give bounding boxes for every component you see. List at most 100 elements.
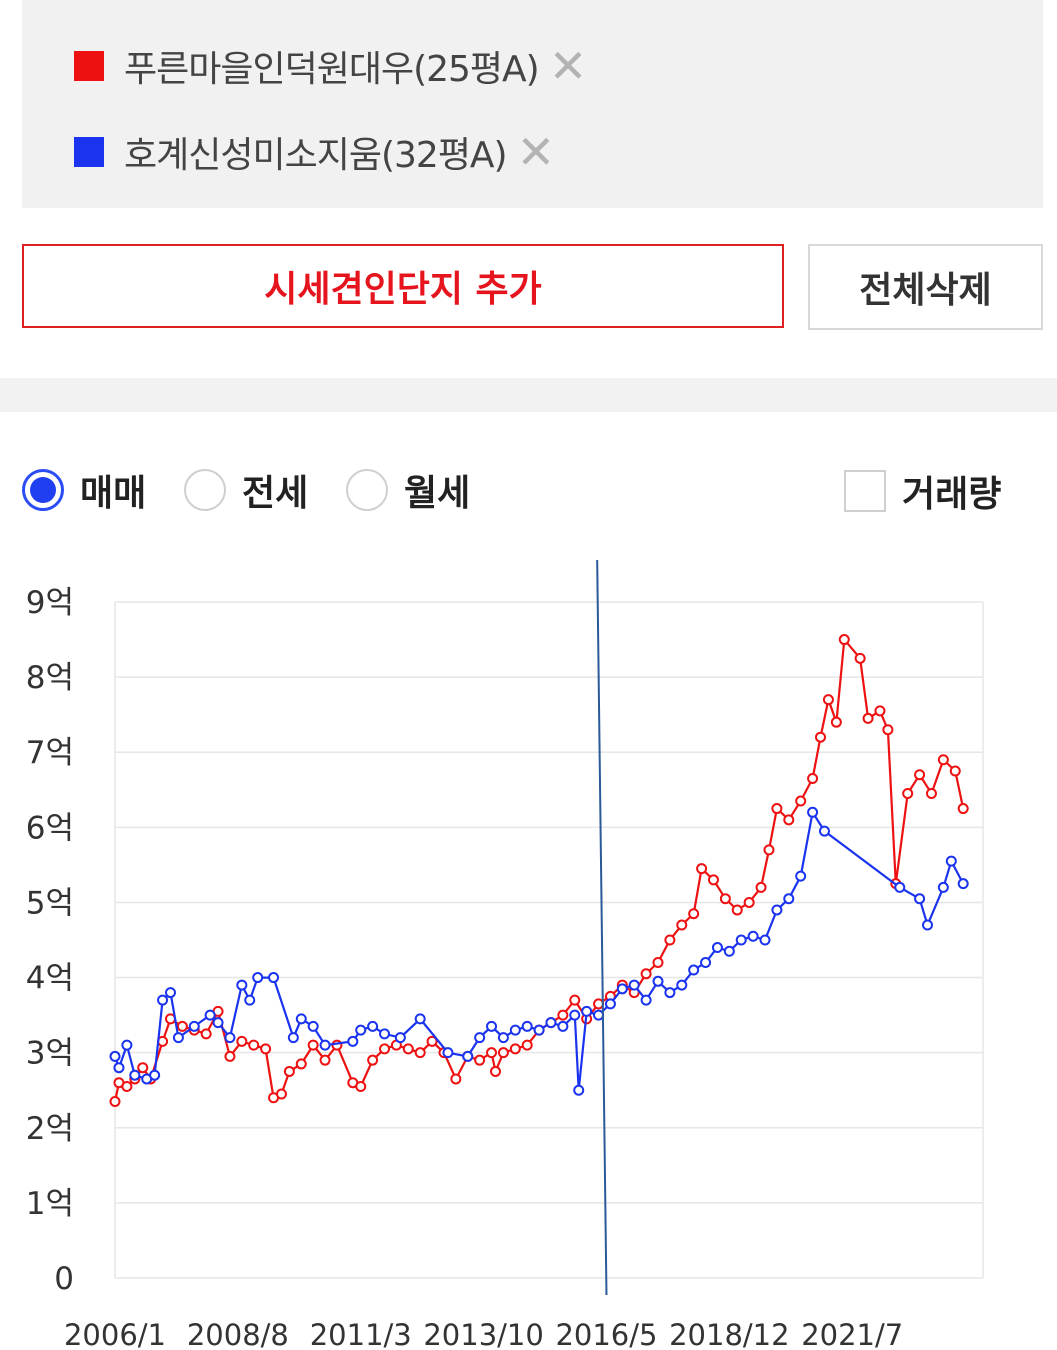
series-line [113, 809, 965, 1091]
y-tick-label: 0 [54, 1261, 74, 1297]
data-point [109, 1050, 121, 1062]
data-point [367, 1020, 379, 1032]
data-point [771, 803, 783, 815]
data-point [450, 1073, 462, 1085]
data-point [862, 712, 874, 724]
data-point [113, 1062, 125, 1074]
data-point [307, 1039, 319, 1051]
data-point [894, 881, 906, 893]
y-tick-label: 2억 [26, 1111, 74, 1147]
data-point [731, 904, 743, 916]
data-point [676, 979, 688, 991]
chart-grid [114, 601, 984, 1279]
data-point [664, 987, 676, 999]
close-icon[interactable]: ✕ [548, 39, 588, 93]
data-point [874, 705, 886, 717]
y-tick-label: 6억 [26, 810, 74, 846]
data-point [414, 1047, 426, 1059]
radio-icon[interactable] [346, 469, 388, 511]
legend-item-series-1: 푸른마을인덕원대우(25평A) ✕ [74, 39, 588, 93]
data-point [795, 870, 807, 882]
close-icon[interactable]: ✕ [516, 125, 556, 179]
data-point [394, 1032, 406, 1044]
section-divider [0, 378, 1057, 412]
y-axis-ticks: 0 1억 2억 3억 4억 5억 6억 7억 8억 9억 [26, 585, 74, 1297]
data-point [442, 1047, 454, 1059]
data-point [137, 1062, 149, 1074]
x-axis-ticks: 2006/1 2008/8 2011/3 2013/10 2016/5 2018/12 20… [64, 1318, 903, 1350]
data-point [557, 1020, 569, 1032]
data-point [557, 1009, 569, 1021]
data-point [204, 1009, 216, 1021]
data-point [121, 1039, 133, 1051]
data-point [937, 754, 949, 766]
data-point [569, 1009, 581, 1021]
data-point [783, 893, 795, 905]
data-point [818, 825, 830, 837]
data-point [509, 1043, 521, 1055]
checkbox[interactable] [844, 470, 886, 512]
tab-label: 전세 [242, 473, 309, 514]
data-point [640, 968, 652, 980]
data-point [652, 957, 664, 969]
tab-jeonse[interactable]: 전세 [184, 468, 308, 514]
data-point [252, 972, 264, 984]
legend-label: 푸른마을인덕원대우(25평A) [124, 49, 540, 90]
y-tick-label: 4억 [26, 961, 74, 997]
comparison-legend-panel: 푸른마을인덕원대우(25평A) ✕ 호계신성미소지움(32평A) ✕ [22, 0, 1043, 208]
data-point [882, 724, 894, 736]
red-square-icon [74, 51, 104, 81]
add-complex-button[interactable]: 시세견인단지 추가 [22, 244, 784, 328]
data-point [573, 1084, 585, 1096]
volume-toggle[interactable]: 거래량 [844, 468, 1001, 515]
tab-monthly-rent[interactable]: 월세 [346, 468, 470, 514]
data-point [569, 994, 581, 1006]
data-point [838, 634, 850, 646]
data-point [771, 904, 783, 916]
data-point [121, 1080, 133, 1092]
data-point [244, 994, 256, 1006]
data-point [696, 863, 708, 875]
radio-selected-icon[interactable] [22, 469, 64, 511]
x-tick-label: 2006/1 [64, 1318, 166, 1350]
data-point [604, 998, 616, 1010]
radio-icon[interactable] [184, 469, 226, 511]
data-point [474, 1032, 486, 1044]
data-point [287, 1032, 299, 1044]
data-point [462, 1050, 474, 1062]
data-point [593, 1009, 605, 1021]
data-point [763, 844, 775, 856]
data-point [402, 1043, 414, 1055]
data-point [172, 1032, 184, 1044]
data-point [755, 881, 767, 893]
data-point [307, 1020, 319, 1032]
data-point [295, 1058, 307, 1070]
y-tick-label: 1억 [26, 1186, 74, 1222]
data-point [497, 1032, 509, 1044]
data-point [331, 1039, 343, 1051]
data-point [188, 1020, 200, 1032]
data-point [830, 716, 842, 728]
data-point [236, 1035, 248, 1047]
data-point [224, 1050, 236, 1062]
data-point [489, 1065, 501, 1077]
data-point [593, 998, 605, 1010]
data-point [268, 972, 280, 984]
data-point [616, 983, 628, 995]
data-point [676, 919, 688, 931]
data-point [486, 1047, 498, 1059]
data-point [355, 1080, 367, 1092]
y-tick-label: 5억 [26, 885, 74, 921]
data-point [260, 1043, 272, 1055]
legend-item-series-2: 호계신성미소지움(32평A) ✕ [74, 125, 556, 179]
blue-square-icon [74, 137, 104, 167]
tab-sale[interactable]: 매매 [22, 468, 146, 514]
data-point [497, 1047, 509, 1059]
data-point [545, 1017, 557, 1029]
data-point [902, 788, 914, 800]
data-point [367, 1054, 379, 1066]
data-point [164, 987, 176, 999]
data-point [925, 788, 937, 800]
delete-all-button[interactable]: 전체삭제 [808, 244, 1043, 330]
